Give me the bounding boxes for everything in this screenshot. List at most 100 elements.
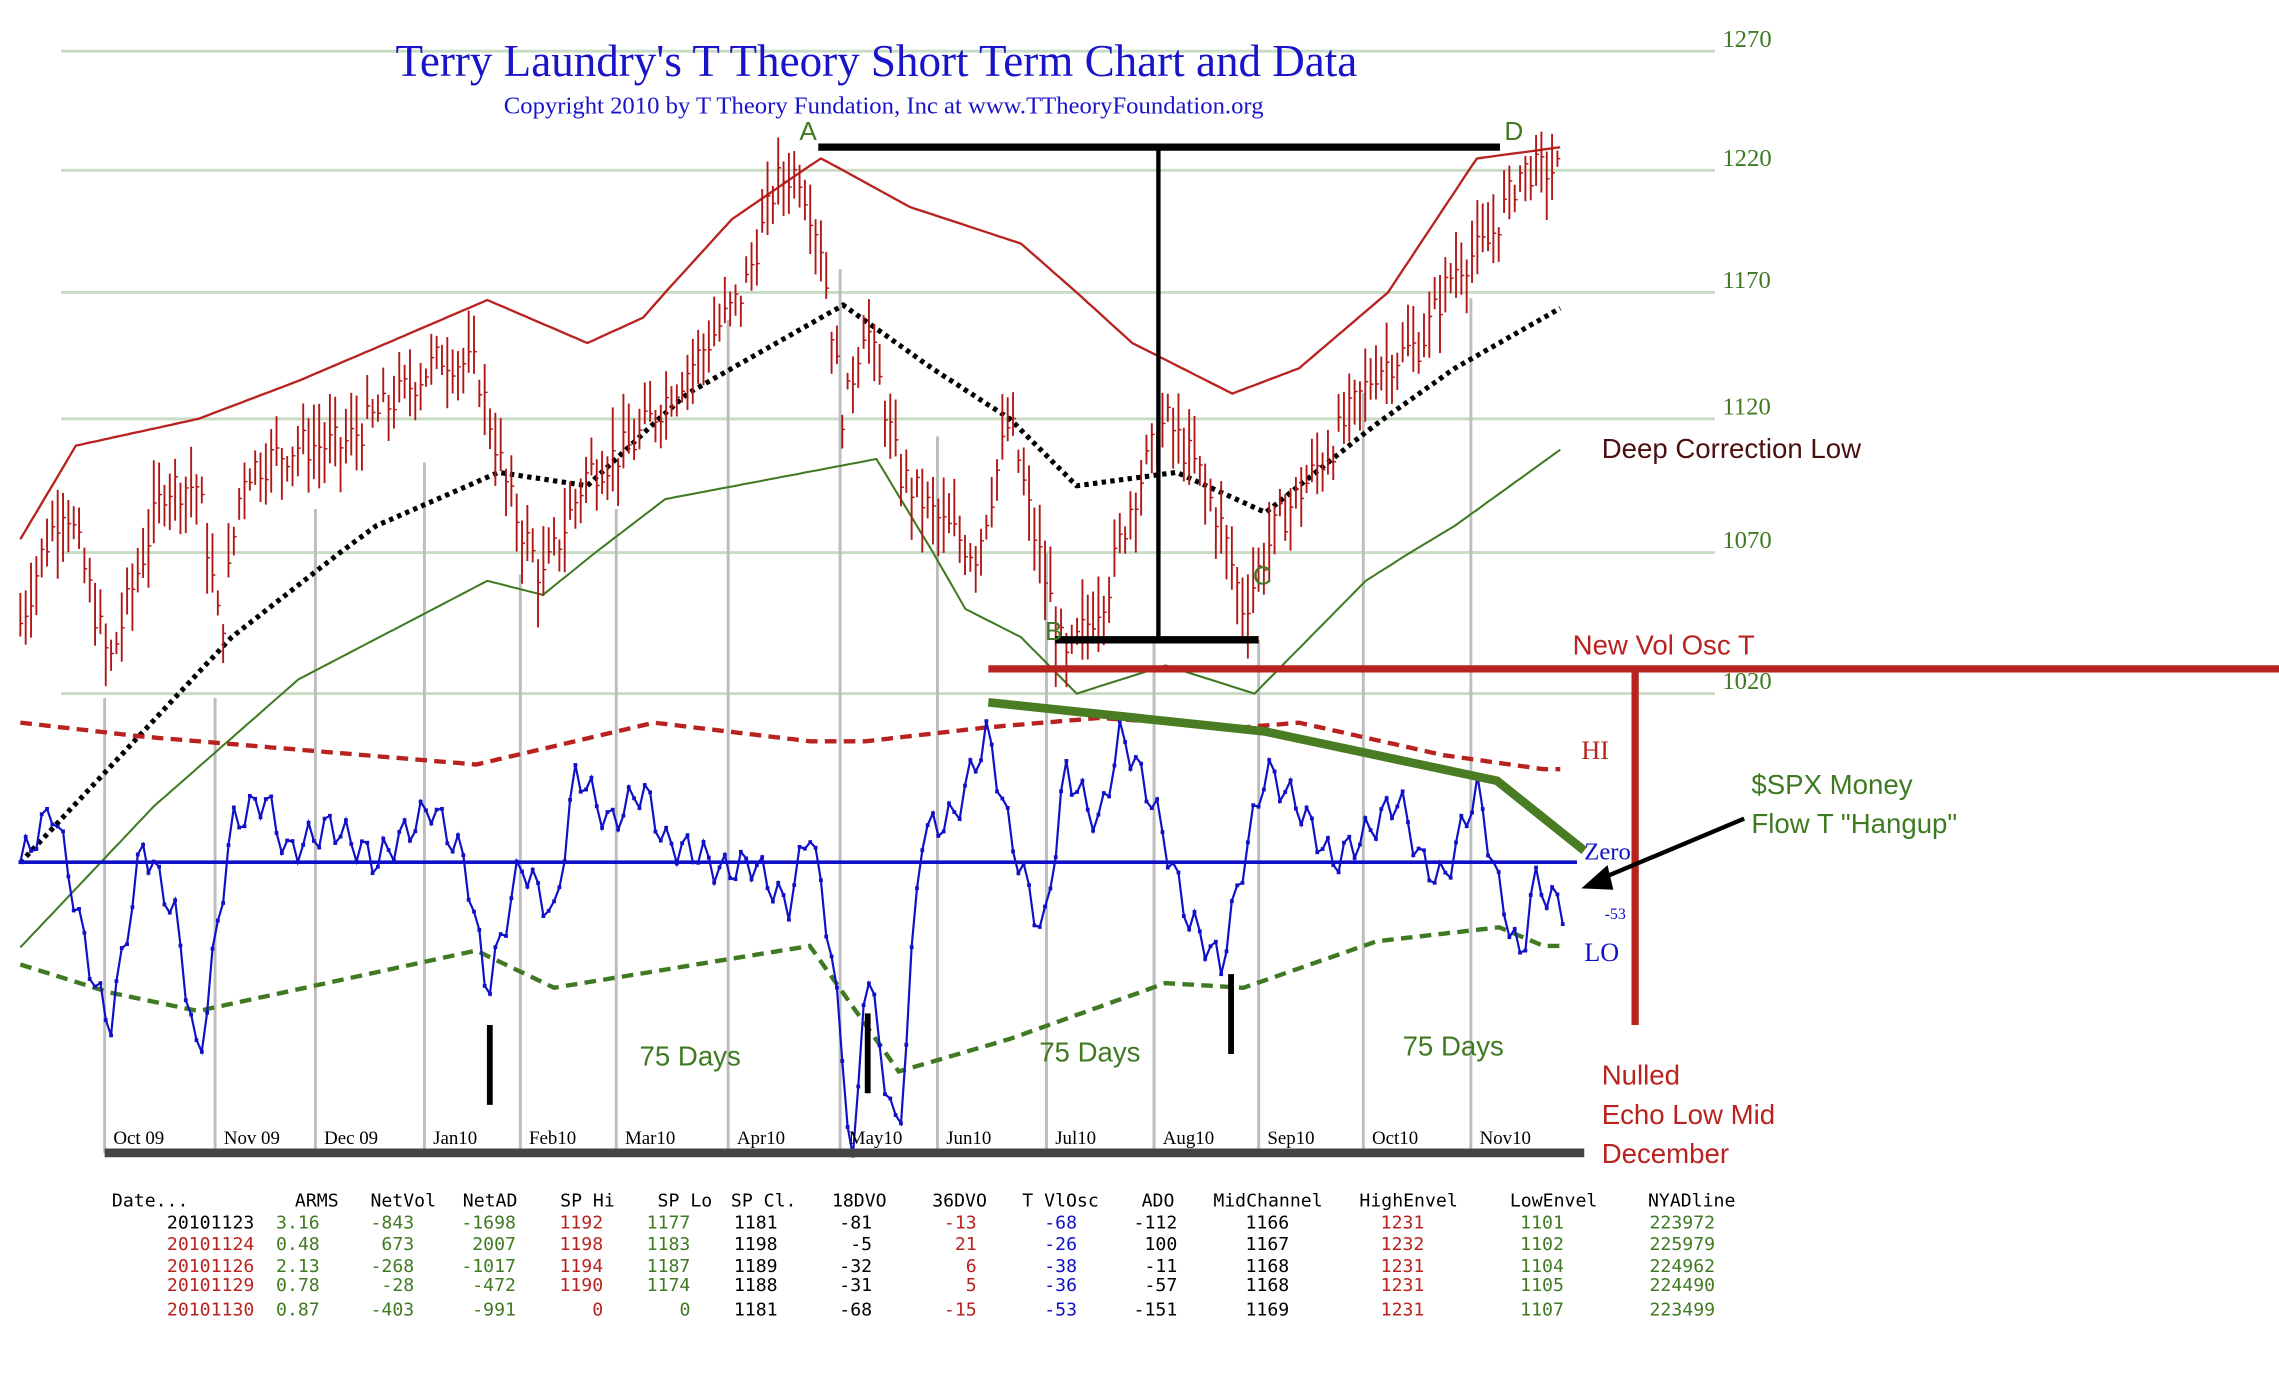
table-header: NetAD (463, 1191, 518, 1212)
table-cell: 100 (1144, 1234, 1177, 1255)
table-cell: 1174 (647, 1275, 691, 1296)
zero-label: Zero (1584, 838, 1631, 865)
osc-lo-band (19, 925, 1561, 1074)
x-tick-label: Jun10 (946, 1128, 991, 1149)
table-cell: 1231 (1381, 1256, 1425, 1277)
table-cell: -57 (1144, 1275, 1177, 1296)
table-header: NYADline (1648, 1191, 1735, 1212)
table-cell: -151 (1134, 1300, 1178, 1321)
point-b-label: B (1045, 616, 1062, 646)
low-envelope-line (19, 448, 1561, 949)
table-cell: 1190 (559, 1275, 603, 1296)
nulled-label-3: December (1602, 1138, 1729, 1169)
x-tick-label: Nov 09 (224, 1128, 280, 1149)
chart-subtitle: Copyright 2010 by T Theory Fundation, In… (504, 93, 1264, 120)
x-tick-label: Apr10 (737, 1128, 785, 1149)
table-cell: -268 (370, 1256, 414, 1277)
table-header: NetVol (370, 1191, 436, 1212)
y-tick-label: 1120 (1722, 394, 1770, 421)
x-tick-label: Feb10 (529, 1128, 576, 1149)
money-flow-trendline (987, 697, 1587, 854)
table-cell: 1168 (1245, 1275, 1289, 1296)
arrow-icon (1581, 816, 1745, 890)
table-cell: 3.16 (276, 1212, 320, 1233)
y-tick-label: 1220 (1722, 145, 1771, 172)
table-header: SP Cl. (731, 1191, 797, 1212)
table-cell: -26 (1044, 1234, 1077, 1255)
table-cell: 1231 (1381, 1275, 1425, 1296)
table-cell: -68 (839, 1300, 872, 1321)
chart-title: Terry Laundry's T Theory Short Term Char… (396, 36, 1358, 86)
table-cell: -31 (839, 1275, 872, 1296)
table-cell: 0.87 (276, 1300, 320, 1321)
table-cell: 1167 (1245, 1234, 1289, 1255)
money-flow-label-1: $SPX Money (1751, 769, 1912, 800)
table-cell: 1181 (734, 1300, 778, 1321)
table-cell: 1101 (1520, 1212, 1564, 1233)
high-envelope-line (19, 146, 1561, 540)
table-cell: 1231 (1381, 1212, 1425, 1233)
table-cell: 1192 (559, 1212, 603, 1233)
x-tick-label: Oct 09 (113, 1128, 164, 1149)
table-cell: 1166 (1245, 1212, 1289, 1233)
table-cell: 673 (381, 1234, 414, 1255)
table-cell: 1104 (1520, 1256, 1564, 1277)
lo-label: LO (1584, 938, 1619, 967)
table-cell: -38 (1044, 1256, 1077, 1277)
table-header: ADO (1142, 1191, 1175, 1212)
x-tick-label: May10 (849, 1128, 902, 1149)
table-cell: 1188 (734, 1275, 778, 1296)
y-tick-label: 1070 (1722, 527, 1771, 554)
table-header: SP Hi (560, 1191, 615, 1212)
table-cell: -843 (370, 1212, 414, 1233)
days-label-1: 75 Days (640, 1041, 741, 1072)
table-cell: -5 (850, 1234, 872, 1255)
table-cell: 0 (679, 1300, 690, 1321)
x-axis-bar (104, 1148, 1585, 1158)
table-header: T VlOsc (1022, 1191, 1099, 1212)
table-header: LowEnvel (1510, 1191, 1597, 1212)
table-cell: -403 (370, 1300, 414, 1321)
t-vol-osc-line (19, 720, 1564, 1156)
table-row-date: 20101129 (167, 1275, 254, 1296)
table-header: 36DVO (932, 1191, 987, 1212)
point-a-label: A (799, 116, 817, 146)
x-tick-label: Nov10 (1480, 1128, 1531, 1149)
table-cell: -68 (1044, 1212, 1077, 1233)
table-cell: -472 (472, 1275, 516, 1296)
table-cell: -28 (381, 1275, 414, 1296)
table-cell: 2007 (472, 1234, 516, 1255)
x-tick-label: Sep10 (1267, 1128, 1314, 1149)
table-cell: 1198 (559, 1234, 603, 1255)
table-cell: 1102 (1520, 1234, 1564, 1255)
table-header: MidChannel (1213, 1191, 1322, 1212)
table-cell: -13 (944, 1212, 977, 1233)
table-row-date: 20101126 (167, 1256, 254, 1277)
table-cell: 224490 (1649, 1275, 1715, 1296)
table-cell: -36 (1044, 1275, 1077, 1296)
table-row-date: 20101124 (167, 1234, 255, 1255)
point-c-label: C (1253, 561, 1272, 591)
x-tick-label: Mar10 (625, 1128, 675, 1149)
table-cell: 6 (966, 1256, 977, 1277)
new-vol-osc-label: New Vol Osc T (1573, 629, 1755, 660)
hi-label: HI (1581, 736, 1609, 765)
x-tick-label: Aug10 (1163, 1128, 1214, 1149)
table-cell: -32 (839, 1256, 872, 1277)
table-cell: 0.48 (276, 1234, 320, 1255)
mid-channel-line (18, 302, 1562, 865)
x-tick-label: Jul10 (1055, 1128, 1096, 1149)
table-cell: 224962 (1649, 1256, 1715, 1277)
osc-point (18, 860, 23, 865)
table-cell: 1187 (647, 1256, 691, 1277)
table-cell: 1105 (1520, 1275, 1564, 1296)
table-cell: 1198 (734, 1234, 778, 1255)
x-tick-label: Dec 09 (324, 1128, 378, 1149)
last-osc-value: -53 (1605, 906, 1626, 923)
table-cell: 1194 (559, 1256, 603, 1277)
table-row-date: 20101130 (167, 1300, 254, 1321)
money-flow-label-2: Flow T "Hangup" (1751, 808, 1957, 839)
table-cell: -11 (1144, 1256, 1177, 1277)
y-tick-label: 1020 (1722, 668, 1771, 695)
